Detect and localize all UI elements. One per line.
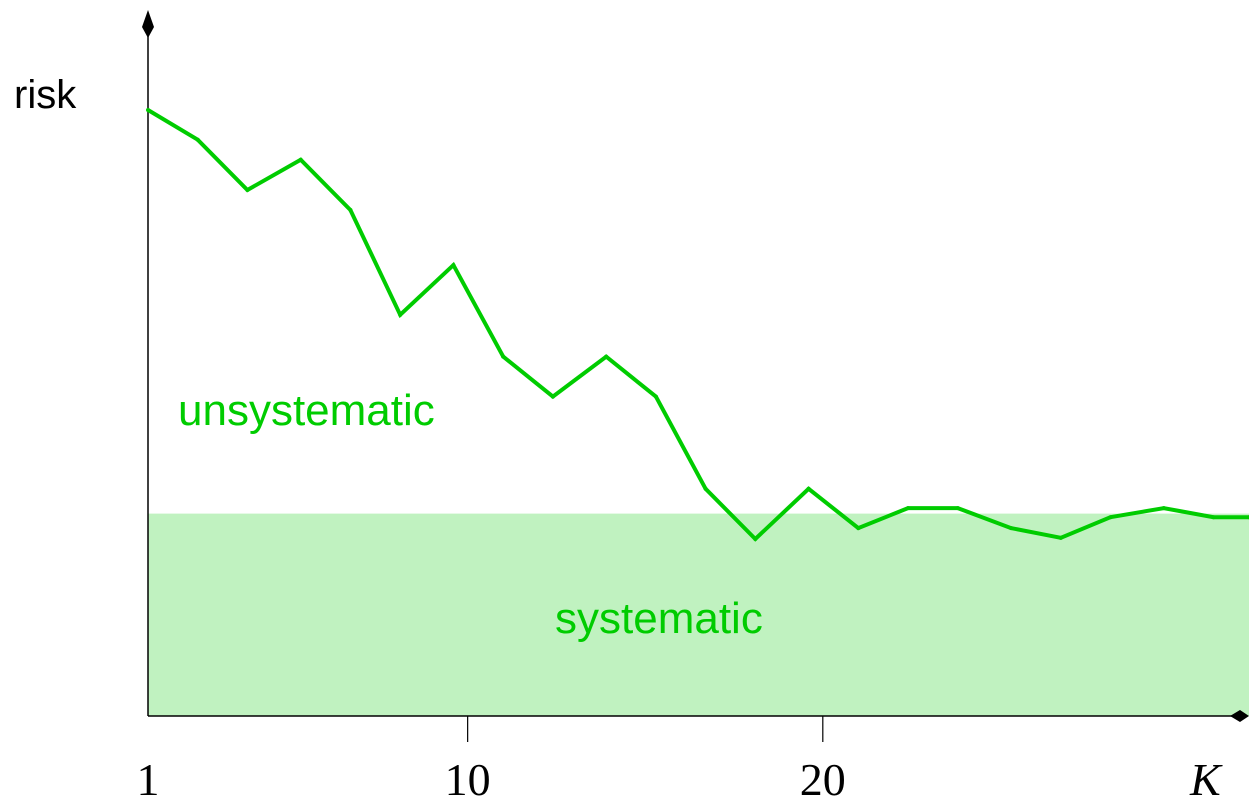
risk-point	[1211, 515, 1216, 520]
x-axis-label: K	[1189, 754, 1223, 802]
unsystematic-label: unsystematic	[178, 386, 435, 435]
risk-point	[501, 354, 506, 359]
risk-point	[856, 526, 861, 531]
risk-point	[703, 486, 708, 491]
risk-point	[550, 394, 555, 399]
risk-point	[245, 187, 250, 192]
x-tick-label: 10	[445, 754, 491, 802]
risk-point	[195, 137, 200, 142]
y-axis-label: risk	[14, 73, 77, 117]
x-tick-label: 1	[137, 754, 160, 802]
risk-point	[1161, 506, 1166, 511]
x-tick-label: 20	[800, 754, 846, 802]
y-axis-arrowhead	[142, 10, 154, 38]
risk-point	[298, 157, 303, 162]
risk-point	[348, 207, 353, 212]
x-axis-arrowhead	[1230, 710, 1249, 722]
risk-point	[955, 506, 960, 511]
risk-point	[398, 312, 403, 317]
systematic-label: systematic	[555, 594, 763, 643]
risk-point	[1009, 526, 1014, 531]
risk-point	[451, 263, 456, 268]
risk-point	[1058, 535, 1063, 540]
risk-point	[1108, 515, 1113, 520]
risk-point	[906, 506, 911, 511]
risk-point	[806, 486, 811, 491]
x-ticks: 1 10 20	[137, 716, 846, 802]
risk-series-points	[146, 108, 1249, 542]
risk-point	[653, 394, 658, 399]
systematic-region	[148, 513, 1249, 716]
risk-point	[604, 354, 609, 359]
risk-point	[753, 537, 758, 542]
risk-series-line	[146, 108, 1249, 542]
risk-point	[146, 108, 150, 112]
